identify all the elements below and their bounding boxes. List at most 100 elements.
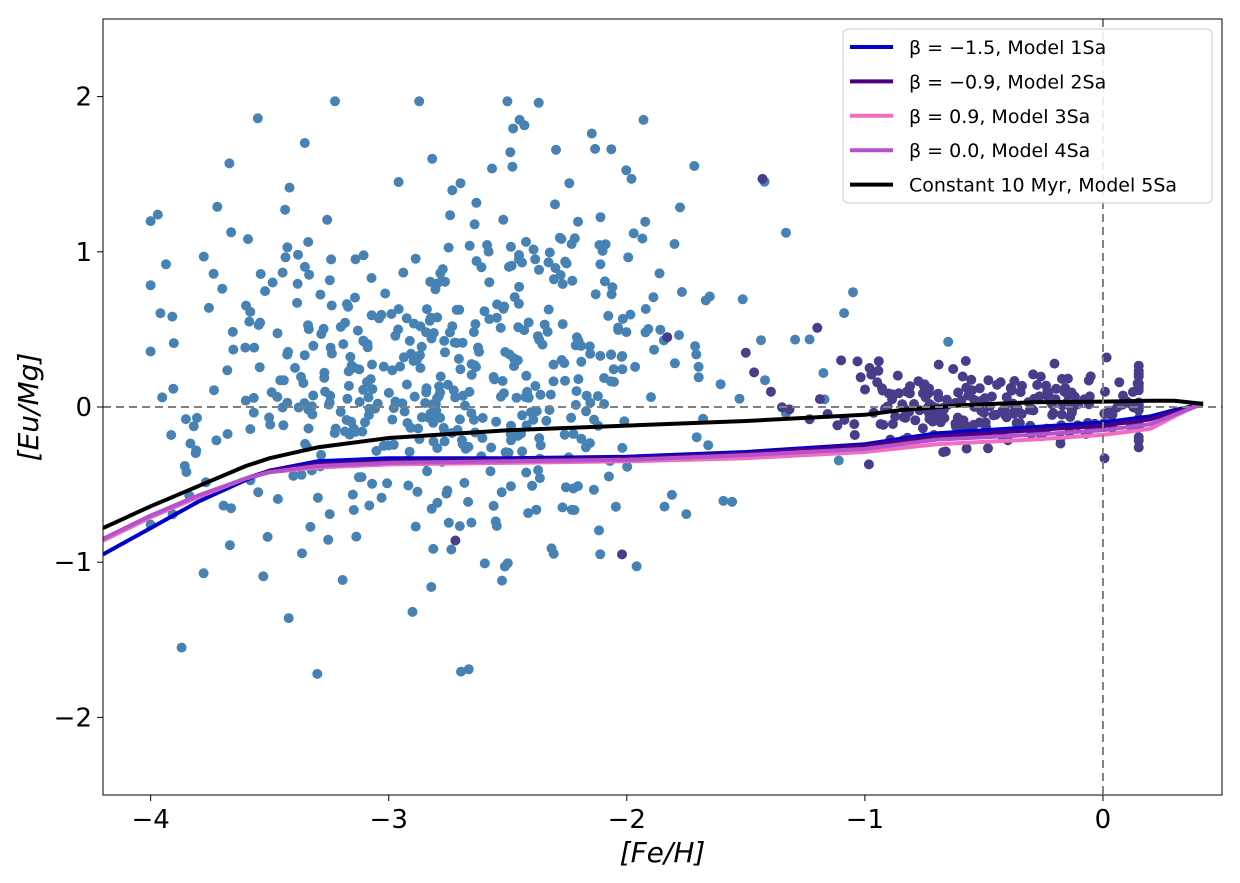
scatter-point-halo <box>367 359 377 370</box>
scatter-point-halo <box>505 481 516 492</box>
scatter-point-halo <box>457 435 467 446</box>
scatter-point-halo <box>541 415 552 426</box>
scatter-point-disk <box>935 417 946 428</box>
scatter-point-halo <box>446 544 457 555</box>
scatter-point-halo <box>280 204 291 215</box>
legend-entry-label: Constant 10 Myr, Model 5Sa <box>909 175 1177 197</box>
scatter-point-halo <box>466 369 477 380</box>
scatter-point-halo <box>262 531 273 542</box>
scatter-point-halo <box>495 322 506 333</box>
scatter-point-halo <box>534 473 545 484</box>
scatter-point-halo <box>818 368 829 378</box>
scatter-point-halo <box>308 390 319 401</box>
scatter-point-halo <box>410 253 421 264</box>
scatter-point-halo <box>625 309 636 320</box>
scatter-point-halo <box>353 472 364 483</box>
scatter-point-halo <box>152 209 163 220</box>
scatter-point-halo <box>497 376 508 386</box>
y-tick-label: 1 <box>75 238 92 268</box>
scatter-point-disk <box>1026 404 1037 415</box>
scatter-point-halo <box>483 246 494 257</box>
scatter-point-halo <box>666 489 677 500</box>
scatter-point-halo <box>490 516 501 527</box>
scatter-point-halo <box>595 259 606 270</box>
legend-entry-label: β = −0.9, Model 2Sa <box>909 71 1106 93</box>
scatter-point-halo <box>319 372 330 383</box>
scatter-point-halo <box>790 334 801 345</box>
legend-box <box>842 28 1213 204</box>
scatter-point-disk <box>1048 408 1059 419</box>
scatter-point-halo <box>727 496 738 507</box>
scatter-point-halo <box>168 338 179 349</box>
scatter-point-halo <box>521 467 532 478</box>
scatter-point-halo <box>479 558 490 569</box>
scatter-point-halo <box>412 486 423 497</box>
scatter-point-halo <box>557 279 568 289</box>
scatter-point-halo <box>387 365 398 376</box>
scatter-point-halo <box>550 263 561 273</box>
scatter-point-disk <box>966 374 977 385</box>
scatter-point-halo <box>414 96 425 107</box>
scatter-point-halo <box>254 362 265 373</box>
scatter-point-halo <box>439 335 450 346</box>
scatter-point-halo <box>341 415 352 425</box>
scatter-point-halo <box>299 398 310 409</box>
scatter-point-disk <box>923 387 934 398</box>
scatter-point-disk <box>992 379 1003 390</box>
scatter-point-halo <box>190 448 201 459</box>
scatter-point-disk <box>784 404 795 415</box>
scatter-point-halo <box>523 317 534 328</box>
scatter-point-halo <box>176 642 187 653</box>
scatter-point-halo <box>438 422 449 433</box>
scatter-point-halo <box>643 324 654 334</box>
scatter-point-halo <box>559 429 570 440</box>
scatter-point-halo <box>393 324 404 335</box>
scatter-point-halo <box>599 276 610 287</box>
scatter-point-disk <box>887 394 898 405</box>
scatter-point-halo <box>503 447 514 458</box>
scatter-point-halo <box>617 364 628 375</box>
scatter-point-disk <box>1057 409 1067 420</box>
scatter-point-halo <box>324 397 335 408</box>
scatter-point-halo <box>589 414 599 425</box>
scatter-point-halo <box>404 335 415 346</box>
scatter-point-halo <box>347 489 358 500</box>
scatter-point-disk <box>918 380 929 391</box>
scatter-point-halo <box>487 163 497 174</box>
scatter-point-halo <box>528 244 539 255</box>
scatter-point-halo <box>737 294 748 305</box>
scatter-point-halo <box>386 309 397 319</box>
scatter-point-halo <box>594 525 604 536</box>
scatter-point-halo <box>376 492 387 503</box>
scatter-point-halo <box>168 383 179 394</box>
scatter-point-halo <box>590 143 601 154</box>
scatter-point-halo <box>240 342 251 353</box>
scatter-point-disk <box>662 332 673 343</box>
scatter-point-halo <box>693 361 704 372</box>
scatter-point-disk <box>849 419 860 430</box>
scatter-point-halo <box>486 442 497 453</box>
scatter-point-halo <box>145 346 156 357</box>
scatter-point-halo <box>249 342 260 353</box>
scatter-point-halo <box>188 421 199 432</box>
scatter-point-halo <box>198 568 209 579</box>
scatter-point-halo <box>292 297 303 308</box>
scatter-point-halo <box>470 319 481 330</box>
scatter-point-disk <box>878 419 889 430</box>
scatter-point-halo <box>443 242 454 253</box>
scatter-point-halo <box>248 392 259 403</box>
scatter-point-halo <box>675 202 685 213</box>
scatter-point-disk <box>892 370 903 381</box>
scatter-point-halo <box>364 500 375 511</box>
scatter-point-halo <box>348 423 359 434</box>
scatter-point-halo <box>533 97 544 108</box>
scatter-point-halo <box>393 304 404 315</box>
scatter-point-disk <box>1133 442 1144 453</box>
scatter-point-halo <box>530 381 541 391</box>
scatter-point-halo <box>584 341 595 352</box>
scatter-point-halo <box>669 358 680 369</box>
scatter-point-halo <box>435 371 446 382</box>
scatter-point-halo <box>496 487 507 498</box>
scatter-point-halo <box>491 416 502 427</box>
scatter-point-halo <box>393 177 404 187</box>
